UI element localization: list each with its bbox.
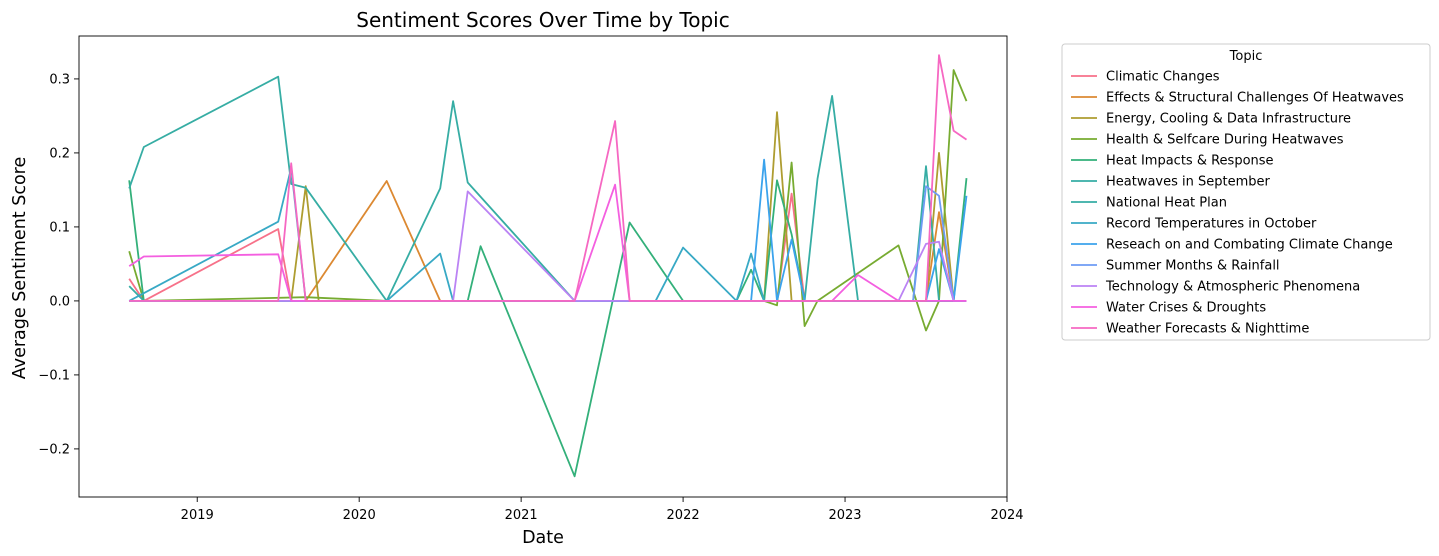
plot-area: 2019 2020 2021 2022 2023 2024 −0.2 −0.1 0.0 0.1 0… — [38, 35, 1024, 523]
y-tick-label: −0.2 — [38, 442, 70, 457]
chart-title: Sentiment Scores Over Time by Topic — [356, 8, 730, 32]
legend-items: Climatic Changes Effects & Structural Cha… — [1071, 70, 1404, 337]
series-line — [128, 75, 967, 302]
series-line — [128, 69, 968, 332]
x-tick-label: 2024 — [990, 508, 1023, 523]
x-tick-label: 2020 — [343, 508, 376, 523]
y-tick-label: −0.1 — [38, 368, 70, 383]
legend-frame — [1061, 43, 1431, 341]
series-line — [128, 100, 967, 302]
legend-title: Topic — [1229, 49, 1263, 64]
x-tick-label: 2021 — [505, 508, 538, 523]
legend-entry-label: National Heat Plan — [1106, 196, 1227, 211]
legend-entry-label: Heatwaves in September — [1106, 175, 1271, 190]
x-tick-label: 2022 — [667, 508, 700, 523]
plot-frame — [78, 35, 1008, 498]
y-axis-title: Average Sentiment Score — [10, 157, 30, 379]
series-line — [129, 185, 967, 302]
y-tick-label: 0.2 — [49, 146, 70, 161]
legend-entry-label: Health & Selfcare During Heatwaves — [1106, 133, 1344, 148]
series-layer — [128, 54, 968, 478]
legend-entry-label: Record Temperatures in October — [1106, 217, 1317, 232]
series-line — [128, 178, 968, 478]
y-tick-label: 0.1 — [49, 220, 70, 235]
legend-entry-label: Heat Impacts & Response — [1106, 154, 1274, 169]
x-tick-label: 2023 — [828, 508, 861, 523]
x-axis-title: Date — [522, 528, 564, 548]
legend-entry-label: Weather Forecasts & Nighttime — [1106, 322, 1309, 337]
legend-entry-label: Water Crises & Droughts — [1106, 301, 1266, 316]
y-tick-label: 0.3 — [49, 72, 70, 87]
series-line — [129, 111, 967, 302]
series-line — [128, 183, 967, 302]
legend: Topic Climatic Changes Effects & Structur… — [1061, 43, 1431, 341]
legend-entry-label: Technology & Atmospheric Phenomena — [1105, 280, 1360, 295]
series-line — [129, 54, 968, 302]
x-tick-label: 2019 — [181, 508, 214, 523]
legend-entry-label: Climatic Changes — [1106, 70, 1220, 85]
series-line — [128, 166, 967, 302]
legend-entry-label: Energy, Cooling & Data Infrastructure — [1106, 112, 1351, 127]
y-axis: −0.2 −0.1 0.0 0.1 0.2 0.3 — [38, 72, 79, 457]
legend-entry-label: Reseach on and Combating Climate Change — [1106, 238, 1393, 253]
legend-entry-label: Summer Months & Rainfall — [1106, 259, 1280, 274]
legend-entry-label: Effects & Structural Challenges Of Heatw… — [1106, 91, 1404, 106]
y-tick-label: 0.0 — [49, 294, 70, 309]
x-axis: 2019 2020 2021 2022 2023 2024 — [181, 497, 1024, 523]
series-line — [129, 158, 968, 302]
